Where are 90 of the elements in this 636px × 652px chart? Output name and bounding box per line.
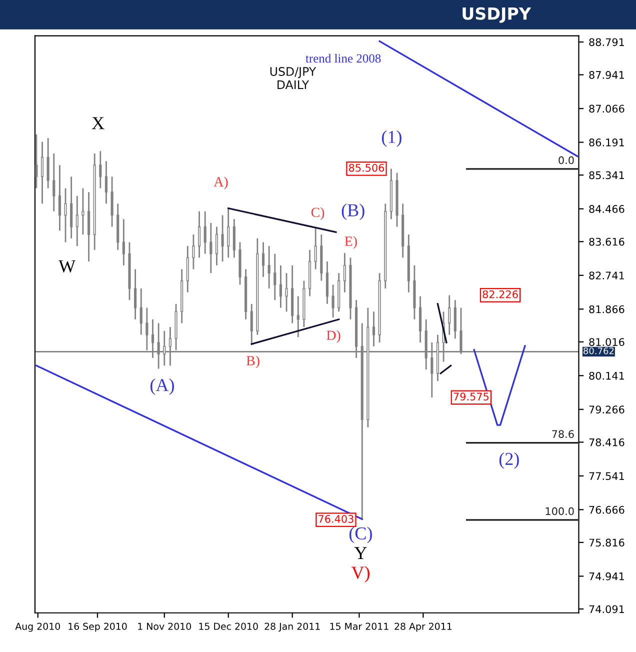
candlestick [186, 245, 189, 294]
candlestick [332, 284, 334, 318]
candlestick [82, 188, 84, 236]
annotation: X [92, 117, 104, 130]
candlestick [76, 195, 78, 247]
y-tick-label: 84.466 [589, 205, 624, 213]
candlestick [40, 141, 44, 204]
annotation: W [58, 260, 76, 272]
annotation: E) [344, 236, 357, 249]
y-tick-label: 74.941 [589, 572, 624, 580]
candlestick [372, 310, 376, 348]
x-tick-label: 28 Jan 2011 [264, 622, 320, 632]
annotation: 76.403 [318, 514, 354, 523]
candlestick [215, 226, 218, 266]
annotation: 85.506 [348, 164, 384, 172]
x-tick-label: 15 Dec 2010 [199, 622, 258, 630]
y-tick-label: 81.016 [589, 338, 624, 346]
candlestick [227, 208, 230, 258]
annotation: 78.6 [552, 430, 574, 438]
candlestick [448, 294, 451, 336]
chart-title: USDJPY [462, 7, 532, 23]
candlestick [192, 234, 195, 270]
annotation: 79.575 [454, 392, 488, 400]
y-tick-label: 83.616 [589, 238, 624, 246]
y-tick-label: 81.866 [589, 305, 624, 314]
candlestick [314, 228, 317, 270]
annotation: 100.0 [546, 507, 574, 516]
candlestick [99, 150, 102, 189]
annotation: (C) [349, 526, 372, 544]
candlestick [221, 214, 224, 262]
candlestick [70, 176, 73, 240]
annotation: D) [326, 330, 340, 343]
annotation: (2) [499, 452, 519, 469]
annotation: V) [351, 566, 370, 582]
candlestick [343, 252, 346, 294]
candlestick [418, 296, 422, 344]
annotation: A) [214, 176, 228, 190]
candlestick [296, 296, 300, 338]
candlestick [285, 272, 288, 312]
annotation: (A) [150, 378, 174, 395]
candlestick [268, 245, 270, 290]
candlestick [210, 222, 212, 274]
y-tick-label: 88.791 [589, 38, 624, 46]
candlestick [110, 176, 114, 228]
x-tick-label: 15 Mar 2011 [330, 622, 388, 630]
y-tick-label: 74.091 [589, 605, 624, 614]
annotation: trend line 2008 [306, 54, 381, 63]
annotation: Y [354, 547, 367, 559]
x-tick-label: 1 Nov 2010 [138, 622, 191, 630]
candlestick [140, 288, 142, 336]
annotation: USD/JPY DAILY [270, 67, 316, 90]
y-tick-label: 78.416 [589, 438, 624, 446]
y-tick-label: 86.191 [589, 138, 624, 146]
annotation: 82.226 [482, 290, 518, 298]
candlestick [122, 218, 125, 266]
annotation: 0.0 [558, 156, 574, 164]
y-tick-label: 87.941 [589, 71, 624, 79]
annotation: (B) [342, 204, 364, 220]
candlestick [232, 218, 236, 258]
annotation: B) [246, 356, 260, 368]
x-tick-label: 28 Apr 2011 [394, 622, 452, 632]
candlestick [326, 260, 329, 305]
candlestick [46, 137, 50, 189]
y-tick-label: 87.066 [589, 104, 624, 113]
candlestick [262, 242, 265, 278]
y-tick-label: 76.666 [589, 506, 624, 514]
x-tick-label: Aug 2010 [15, 622, 60, 632]
candlestick [64, 188, 67, 243]
y-tick-label: 75.816 [589, 538, 624, 547]
x-tick-label: 16 Sep 2010 [68, 622, 127, 632]
y-tick-label: 82.741 [589, 272, 624, 280]
candlestick [198, 210, 201, 258]
candlestick [87, 191, 90, 262]
candlestick [35, 134, 38, 189]
candlestick [104, 160, 108, 204]
candlestick [204, 210, 206, 254]
candlestick [279, 264, 282, 308]
annotation: (1) [382, 130, 402, 147]
candlestick [250, 303, 253, 345]
candlestick [134, 268, 137, 320]
y-tick-label: 79.266 [589, 406, 624, 414]
y-tick-label: 77.541 [589, 472, 624, 480]
candlestick [274, 253, 276, 301]
candlestick [52, 152, 56, 212]
candlestick [454, 299, 456, 340]
y-tick-label: 80.141 [589, 372, 624, 380]
candlestick [58, 164, 61, 232]
annotation: C) [311, 207, 324, 220]
y-tick-label: 85.341 [589, 171, 624, 180]
ref-line-label: 80.762 [584, 347, 614, 354]
